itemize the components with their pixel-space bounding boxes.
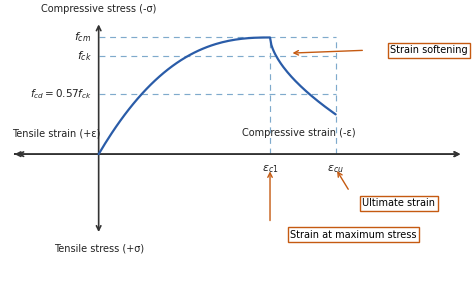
- Text: Ultimate strain: Ultimate strain: [362, 198, 435, 208]
- Text: Tensile strain (+ε): Tensile strain (+ε): [12, 128, 101, 138]
- Text: Compressive strain (-ε): Compressive strain (-ε): [242, 128, 356, 138]
- Text: Compressive stress (-σ): Compressive stress (-σ): [41, 4, 156, 14]
- Text: Tensile stress (+σ): Tensile stress (+σ): [54, 244, 144, 253]
- Text: $f_{cd} = 0.57f_{ck}$: $f_{cd} = 0.57f_{ck}$: [30, 88, 91, 101]
- Text: $f_{cm}$: $f_{cm}$: [74, 31, 91, 44]
- Text: $f_{ck}$: $f_{ck}$: [77, 49, 91, 63]
- Text: Strain softening: Strain softening: [390, 45, 468, 55]
- Text: $\varepsilon_{cu}$: $\varepsilon_{cu}$: [327, 163, 344, 175]
- Text: $\varepsilon_{c1}$: $\varepsilon_{c1}$: [262, 163, 278, 175]
- Text: Strain at maximum stress: Strain at maximum stress: [290, 230, 417, 240]
